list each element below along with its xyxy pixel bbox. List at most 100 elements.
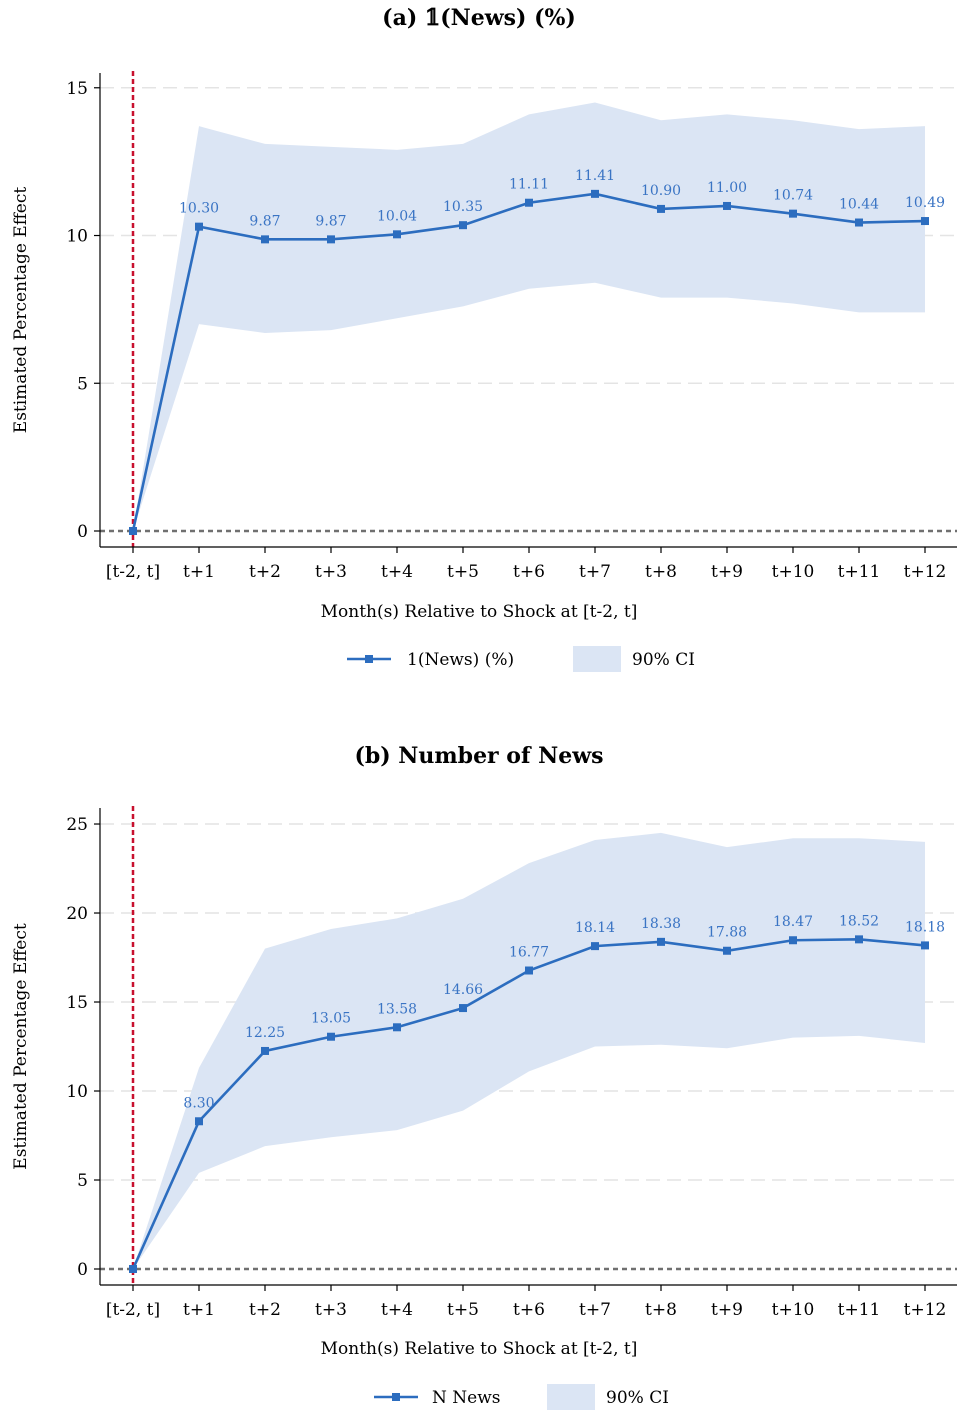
x-tick-label: t+10: [772, 1300, 815, 1320]
data-point-marker: [921, 217, 929, 226]
data-point-marker: [459, 1004, 467, 1013]
x-tick-label: t+9: [711, 562, 743, 582]
y-tick-label: 20: [66, 904, 88, 924]
x-axis-label: Month(s) Relative to Shock at [t-2, t]: [321, 602, 638, 622]
data-label: 10.04: [377, 208, 417, 224]
data-label: 18.14: [575, 920, 615, 936]
x-tick-label: t+6: [513, 1300, 545, 1320]
data-point-marker: [657, 937, 665, 946]
data-label: 11.41: [575, 168, 615, 184]
y-tick-label: 15: [66, 993, 88, 1013]
legend-ci-swatch: [547, 1384, 595, 1410]
y-tick-label: 5: [77, 374, 88, 394]
x-tick-label: t+5: [447, 562, 479, 582]
x-tick-label: t+9: [711, 1300, 743, 1320]
data-label: 10.74: [773, 188, 813, 204]
x-tick-label: t+12: [904, 1300, 947, 1320]
chart-panel-b: (b) Number of News 0 5 10 15 20 25 [t-2, t] t+1 t…: [11, 743, 957, 1410]
x-tick-label: t+2: [249, 562, 281, 582]
legend-ci-swatch: [573, 646, 621, 672]
data-point-marker: [327, 1032, 335, 1041]
y-tick-label: 0: [77, 522, 88, 542]
y-tick-label: 15: [66, 79, 88, 99]
y-tick-label: 10: [66, 227, 88, 247]
ci-band: [133, 102, 925, 531]
data-label: 17.88: [707, 925, 747, 941]
x-tick-label: t+4: [381, 562, 413, 582]
data-label: 14.66: [443, 982, 483, 998]
x-axis-label: Month(s) Relative to Shock at [t-2, t]: [321, 1339, 638, 1359]
data-point-marker: [855, 218, 863, 227]
data-label: 10.44: [839, 197, 879, 213]
y-tick-label: 10: [66, 1082, 88, 1102]
x-tick-label: t+7: [579, 562, 611, 582]
data-point-marker: [855, 935, 863, 944]
legend-series-marker: [365, 655, 373, 663]
data-label: 11.00: [707, 180, 747, 196]
x-tick-label: t+11: [838, 1300, 881, 1320]
legend-series-label: N News: [432, 1388, 501, 1408]
y-axis-label: Estimated Percentage Effect: [11, 923, 31, 1170]
legend-series-marker: [392, 1393, 400, 1401]
y-tick-label: 25: [66, 815, 88, 835]
data-point-marker: [525, 198, 533, 207]
data-label: 10.90: [641, 183, 681, 199]
data-point-marker: [195, 222, 203, 231]
legend-series-label: 1(News) (%): [407, 650, 514, 670]
data-point-marker: [591, 942, 599, 951]
data-label: 18.18: [905, 919, 945, 935]
data-label: 18.52: [839, 913, 879, 929]
data-label: 9.87: [315, 213, 346, 229]
data-label: 10.30: [179, 201, 219, 217]
x-tick-label: t+6: [513, 562, 545, 582]
data-point-marker: [789, 209, 797, 218]
x-tick-label: t+3: [315, 562, 347, 582]
legend-ci-label: 90% CI: [606, 1388, 669, 1408]
data-point-marker: [921, 941, 929, 950]
data-label: 11.11: [509, 177, 549, 193]
x-tick-label: [t-2, t]: [106, 562, 160, 582]
data-point-marker: [195, 1117, 203, 1126]
data-point-marker: [261, 1046, 269, 1055]
x-tick-label: t+4: [381, 1300, 413, 1320]
data-label: 13.05: [311, 1011, 351, 1027]
data-point-marker: [459, 221, 467, 230]
y-tick-label: 0: [77, 1260, 88, 1280]
data-label: 8.30: [183, 1095, 214, 1111]
data-point-marker: [129, 1265, 137, 1273]
data-label: 18.38: [641, 916, 681, 932]
x-tick-label: t+8: [645, 562, 677, 582]
x-tick-label: t+8: [645, 1300, 677, 1320]
x-tick-label: t+3: [315, 1300, 347, 1320]
data-label: 16.77: [509, 945, 549, 961]
data-label: 10.49: [905, 195, 945, 211]
x-tick-label: t+12: [904, 562, 947, 582]
data-point-marker: [129, 527, 137, 535]
x-tick-label: [t-2, t]: [106, 1300, 160, 1320]
y-axis-label: Estimated Percentage Effect: [11, 187, 31, 434]
x-tick-label: t+5: [447, 1300, 479, 1320]
data-point-marker: [393, 230, 401, 239]
data-label: 13.58: [377, 1001, 417, 1017]
data-label: 18.47: [773, 914, 813, 930]
x-tick-label: t+7: [579, 1300, 611, 1320]
data-point-marker: [789, 936, 797, 945]
data-point-marker: [525, 966, 533, 975]
chart-panel-a: (a) 𝟙(News) (%) 0 5 10 15 [t-2, t] t+1 t+2 t+3 t+…: [11, 5, 957, 672]
chart-title: (b) Number of News: [354, 743, 603, 769]
chart-title: (a) 𝟙(News) (%): [382, 5, 576, 31]
data-point-marker: [723, 201, 731, 210]
data-label: 9.87: [249, 213, 280, 229]
data-label: 10.35: [443, 199, 483, 215]
data-point-marker: [723, 946, 731, 955]
x-tick-label: t+1: [183, 562, 215, 582]
x-tick-label: t+11: [838, 562, 881, 582]
x-tick-label: t+2: [249, 1300, 281, 1320]
x-tick-label: t+1: [183, 1300, 215, 1320]
data-point-marker: [657, 204, 665, 213]
x-tick-label: t+10: [772, 562, 815, 582]
y-tick-label: 5: [77, 1171, 88, 1191]
data-label: 12.25: [245, 1025, 285, 1041]
legend-ci-label: 90% CI: [632, 650, 695, 670]
